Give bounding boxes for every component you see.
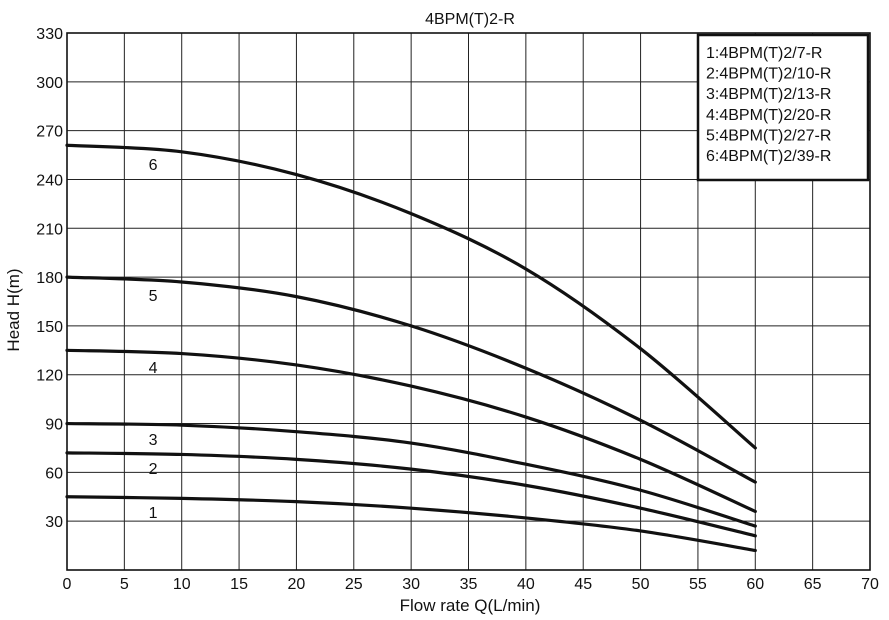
curve-5: [65, 275, 757, 484]
x-axis-label: Flow rate Q(L/min): [400, 596, 541, 615]
legend-box: [696, 33, 870, 182]
legend-item: 4:4BPM(T)2/20-R: [706, 107, 831, 124]
curve-label-1: 1: [149, 505, 158, 522]
y-tick-label: 210: [36, 221, 63, 238]
x-tick-label: 5: [120, 576, 129, 593]
curve-labels: 1 2 3 4 5 6: [149, 157, 158, 522]
legend-item: 5:4BPM(T)2/27-R: [706, 127, 831, 144]
legend-items: 1:4BPM(T)2/7-R 2:4BPM(T)2/10-R 3:4BPM(T)2/…: [706, 45, 831, 165]
y-axis-ticks: 30 60 90 120 150 180 210 240 270 300 330: [36, 26, 63, 531]
x-tick-label: 25: [345, 576, 363, 593]
x-tick-label: 10: [173, 576, 191, 593]
x-tick-label: 0: [63, 576, 72, 593]
curve-3: [65, 421, 757, 528]
legend-item: 2:4BPM(T)2/10-R: [706, 66, 831, 83]
x-tick-label: 65: [804, 576, 822, 593]
y-tick-label: 30: [45, 514, 63, 531]
y-tick-label: 60: [45, 465, 63, 482]
y-tick-label: 270: [36, 124, 63, 141]
y-tick-label: 300: [36, 75, 63, 92]
pump-curves: [65, 143, 757, 553]
x-tick-label: 20: [288, 576, 306, 593]
y-tick-label: 330: [36, 26, 63, 43]
x-tick-label: 30: [402, 576, 420, 593]
curve-label-5: 5: [149, 288, 158, 305]
x-tick-label: 15: [230, 576, 248, 593]
y-axis-label: Head H(m): [4, 268, 23, 351]
curve-1: [65, 495, 757, 553]
plot-area-frame: [66, 32, 871, 571]
x-tick-label: 50: [632, 576, 650, 593]
curve-label-2: 2: [149, 461, 158, 478]
x-axis-ticks: 0 5 10 15 20 25 30 35 40 45 50 55 60 65 70: [63, 576, 879, 593]
y-tick-label: 120: [36, 368, 63, 385]
y-tick-label: 240: [36, 172, 63, 189]
x-tick-label: 35: [460, 576, 478, 593]
x-tick-label: 55: [689, 576, 707, 593]
x-tick-label: 45: [574, 576, 592, 593]
y-tick-label: 180: [36, 270, 63, 287]
curve-2: [65, 451, 757, 538]
curve-label-3: 3: [149, 432, 158, 449]
curve-4: [65, 348, 757, 514]
legend-item: 1:4BPM(T)2/7-R: [706, 45, 822, 62]
chart-title: 4BPM(T)2-R: [425, 11, 515, 28]
x-tick-label: 60: [746, 576, 764, 593]
legend-item: 3:4BPM(T)2/13-R: [706, 86, 831, 103]
legend-item: 6:4BPM(T)2/39-R: [706, 148, 831, 165]
y-tick-label: 150: [36, 319, 63, 336]
legend: 1:4BPM(T)2/7-R 2:4BPM(T)2/10-R 3:4BPM(T)2/…: [696, 33, 870, 182]
x-tick-label: 40: [517, 576, 535, 593]
x-tick-label: 70: [861, 576, 879, 593]
curve-6: [65, 143, 757, 450]
curve-label-4: 4: [149, 360, 158, 377]
curve-label-6: 6: [149, 157, 158, 174]
y-tick-label: 90: [45, 417, 63, 434]
